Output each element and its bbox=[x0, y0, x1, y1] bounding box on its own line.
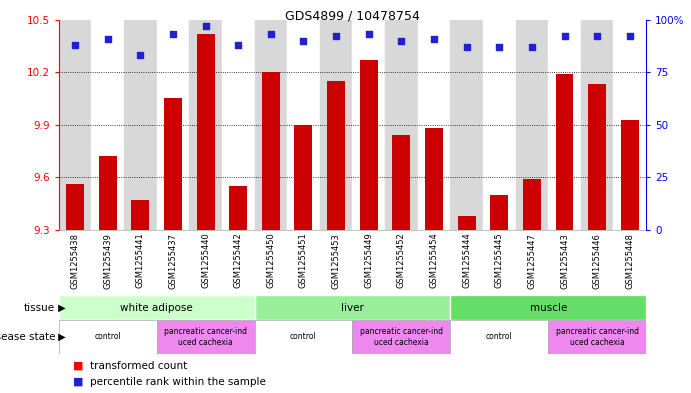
Bar bbox=[229, 186, 247, 230]
Point bbox=[70, 42, 81, 48]
Text: ▶: ▶ bbox=[55, 332, 66, 342]
Text: pancreatic cancer-ind
uced cachexia: pancreatic cancer-ind uced cachexia bbox=[164, 327, 247, 347]
Bar bbox=[588, 84, 606, 230]
Bar bbox=[254, 20, 287, 230]
Point bbox=[298, 37, 309, 44]
Text: percentile rank within the sample: percentile rank within the sample bbox=[90, 377, 266, 387]
Point bbox=[233, 42, 244, 48]
Bar bbox=[392, 135, 410, 230]
Bar bbox=[451, 20, 483, 230]
Point bbox=[624, 33, 635, 40]
Bar bbox=[124, 20, 157, 230]
Bar bbox=[425, 128, 443, 230]
Bar bbox=[254, 295, 451, 320]
Bar bbox=[581, 20, 614, 230]
Bar bbox=[320, 20, 352, 230]
Text: ■: ■ bbox=[73, 361, 83, 371]
Bar bbox=[451, 320, 548, 354]
Bar bbox=[556, 74, 574, 230]
Bar bbox=[523, 179, 541, 230]
Text: muscle: muscle bbox=[529, 303, 567, 312]
Bar bbox=[254, 320, 352, 354]
Text: pancreatic cancer-ind
uced cachexia: pancreatic cancer-ind uced cachexia bbox=[360, 327, 443, 347]
Text: pancreatic cancer-ind
uced cachexia: pancreatic cancer-ind uced cachexia bbox=[556, 327, 638, 347]
Text: disease state: disease state bbox=[0, 332, 55, 342]
Bar bbox=[360, 60, 378, 230]
Point bbox=[559, 33, 570, 40]
Bar bbox=[99, 156, 117, 230]
Text: control: control bbox=[290, 332, 317, 342]
Bar bbox=[197, 34, 214, 230]
Text: transformed count: transformed count bbox=[90, 361, 187, 371]
Point bbox=[200, 23, 211, 29]
Bar bbox=[91, 20, 124, 230]
Bar bbox=[457, 216, 475, 230]
Bar bbox=[164, 99, 182, 230]
Text: ▶: ▶ bbox=[55, 303, 66, 312]
Text: GDS4899 / 10478754: GDS4899 / 10478754 bbox=[285, 10, 420, 23]
Bar bbox=[131, 200, 149, 230]
Bar bbox=[66, 184, 84, 230]
Point bbox=[591, 33, 603, 40]
Bar bbox=[352, 20, 385, 230]
Point bbox=[428, 35, 439, 42]
Point bbox=[167, 31, 178, 37]
Bar bbox=[59, 320, 157, 354]
Point bbox=[102, 35, 113, 42]
Point bbox=[265, 31, 276, 37]
Point bbox=[396, 37, 407, 44]
Text: ■: ■ bbox=[73, 377, 83, 387]
Text: liver: liver bbox=[341, 303, 364, 312]
Bar bbox=[352, 320, 451, 354]
Bar bbox=[491, 195, 508, 230]
Bar bbox=[59, 295, 254, 320]
Text: control: control bbox=[94, 332, 121, 342]
Bar bbox=[614, 20, 646, 230]
Point bbox=[461, 44, 472, 50]
Bar bbox=[327, 81, 345, 230]
Bar bbox=[621, 119, 638, 230]
Bar bbox=[222, 20, 254, 230]
Bar bbox=[157, 20, 189, 230]
Point bbox=[330, 33, 341, 40]
Text: tissue: tissue bbox=[24, 303, 55, 312]
Point bbox=[363, 31, 375, 37]
Bar bbox=[548, 20, 581, 230]
Bar bbox=[515, 20, 548, 230]
Point bbox=[493, 44, 504, 50]
Text: white adipose: white adipose bbox=[120, 303, 193, 312]
Bar bbox=[483, 20, 515, 230]
Point bbox=[135, 52, 146, 59]
Point bbox=[527, 44, 538, 50]
Text: control: control bbox=[486, 332, 513, 342]
Bar bbox=[417, 20, 451, 230]
Bar bbox=[287, 20, 320, 230]
Bar bbox=[157, 320, 254, 354]
Bar bbox=[548, 320, 646, 354]
Bar bbox=[385, 20, 417, 230]
Bar bbox=[189, 20, 222, 230]
Bar bbox=[262, 72, 280, 230]
Bar bbox=[59, 20, 91, 230]
Bar bbox=[294, 125, 312, 230]
Bar bbox=[451, 295, 646, 320]
